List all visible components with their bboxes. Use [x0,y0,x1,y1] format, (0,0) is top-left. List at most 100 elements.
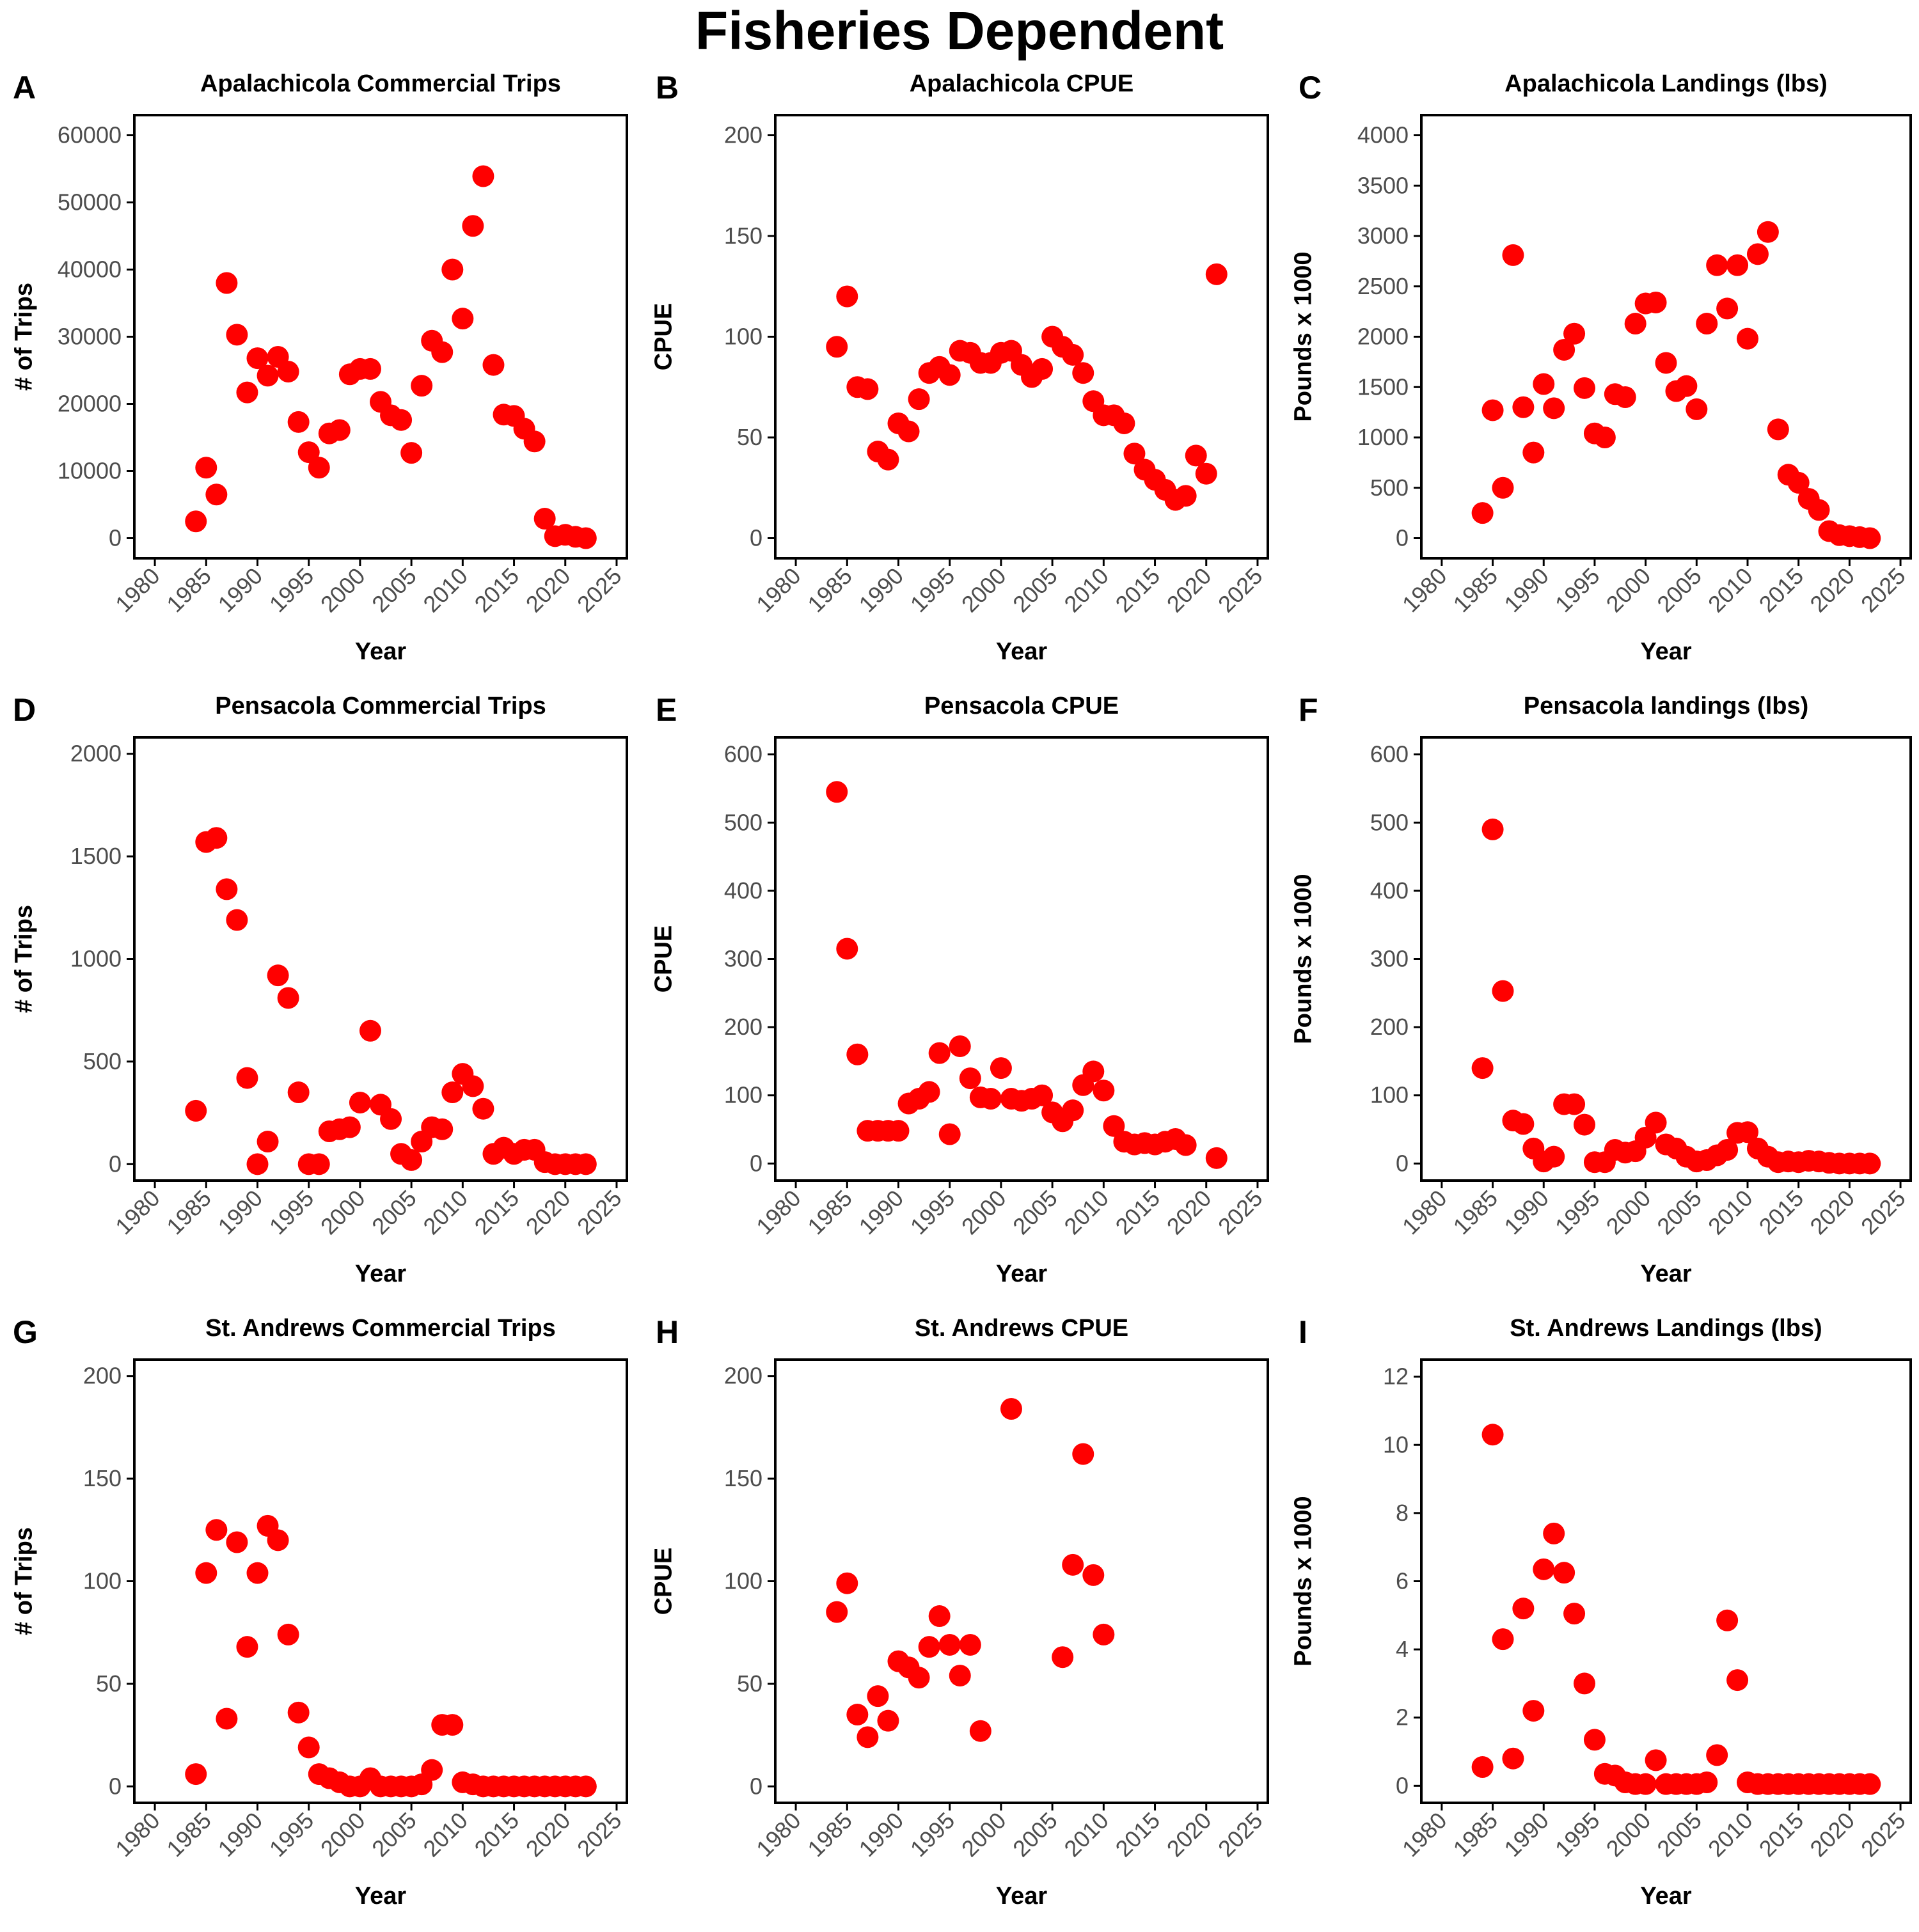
data-point [441,1081,464,1104]
data-point [1787,471,1810,494]
data-point [1062,1553,1084,1576]
y-tick-label: 6 [1396,1568,1409,1594]
data-point [236,1067,258,1089]
y-tick-label: 10 [1383,1431,1409,1457]
x-tick-label: 2020 [521,1185,576,1240]
data-point [1859,1152,1881,1175]
y-tick-label: 150 [724,1465,762,1491]
x-tick-label: 2020 [1804,563,1860,618]
data-point [246,1153,269,1175]
data-point [277,987,299,1009]
data-point [1808,499,1830,521]
x-tick-label: 2025 [1856,1807,1911,1862]
data-point [897,420,920,443]
y-tick-label: 0 [750,525,762,551]
chart-title: Pensacola CPUE [924,693,1119,719]
data-point [1512,1113,1535,1135]
data-point [226,1531,248,1553]
data-point [1205,263,1228,285]
x-tick-label: 2010 [1059,1185,1114,1240]
data-point [1757,221,1779,243]
data-point [205,827,228,849]
chart-panel-h: H St. Andrews CPUE CPUE Year 0 50 100 150 200 198… [640,1308,1279,1932]
y-tick-label: 50 [96,1670,122,1697]
x-tick-label: 1990 [213,1807,268,1862]
x-tick-label: 2015 [470,1185,525,1240]
x-axis-label: Year [354,1261,407,1287]
plot-frame [1420,736,1912,1182]
panel-letter: A [13,70,36,106]
data-point [308,457,330,479]
data-point [908,388,930,411]
data-point [1737,327,1758,350]
x-tick-label: 1990 [854,1807,909,1862]
data-point [1031,357,1054,380]
data-point [938,1123,961,1145]
data-point [1859,527,1881,549]
x-tick-label: 2000 [956,563,1011,618]
y-tick-label: 20000 [58,391,122,417]
x-tick-label: 2005 [1007,563,1062,618]
chart-title: Apalachicola Commercial Trips [200,70,561,97]
data-point [1645,291,1667,313]
x-axis-label: Year [995,638,1048,665]
data-point [1072,1443,1094,1465]
y-tick-label: 0 [1396,1772,1409,1798]
data-point [246,1562,269,1584]
data-point [1563,322,1586,345]
scatter-plot: 0100200300400500600198019851990199520002… [1370,736,1912,1240]
data-point [257,1131,279,1153]
x-tick-label: 2005 [1007,1807,1062,1862]
data-point [826,1601,848,1623]
data-point [1471,1057,1494,1080]
y-tick-label: 4 [1396,1636,1409,1662]
y-tick-label: 8 [1396,1500,1409,1526]
data-point [1471,1756,1494,1779]
data-point [267,1529,289,1551]
data-point [877,1709,899,1732]
data-point [462,215,484,237]
y-tick-label: 50000 [58,189,122,216]
x-tick-label: 2015 [1754,1807,1809,1862]
y-tick-label: 3500 [1357,172,1409,198]
data-point [1174,485,1197,507]
panel-letter: D [13,692,36,728]
y-tick-label: 300 [1370,946,1409,972]
y-tick-label: 0 [750,1150,762,1176]
x-tick-label: 2020 [1162,1185,1217,1240]
data-point [1522,441,1545,464]
x-tick-label: 2025 [572,563,627,618]
x-tick-label: 1990 [1499,563,1554,618]
chart-title: St. Andrews CPUE [914,1315,1129,1342]
x-tick-label: 1985 [1448,1185,1503,1240]
data-point [1093,1080,1115,1102]
x-tick-label: 1995 [1550,563,1605,618]
x-axis-label: Year [995,1261,1048,1287]
x-tick-label: 2000 [1601,563,1656,618]
scatter-plot: 0 50 100 150 200 1980198519901995200020052010… [724,1358,1269,1862]
data-point [1113,412,1135,434]
data-point [1686,398,1708,420]
data-point [918,1081,940,1103]
data-point [297,441,320,464]
data-point [287,411,310,433]
y-tick-label: 0 [1396,525,1409,551]
y-tick-label: 0 [109,1151,122,1177]
y-tick-label: 200 [724,1363,762,1389]
data-point [1634,1773,1657,1795]
y-tick-label: 150 [724,223,762,249]
chart-title: St. Andrews Commercial Trips [205,1315,556,1342]
y-tick-label: 30000 [58,324,122,350]
x-tick-label: 1990 [854,1185,909,1240]
scatter-plot: 0 50 100 150 200 1980198519901995200020052010… [83,1358,628,1862]
x-tick-label: 2025 [1856,1185,1911,1240]
x-tick-label: 2025 [1213,563,1268,618]
data-point [1614,386,1636,408]
data-point [1574,1113,1595,1136]
x-tick-label: 1980 [110,1185,165,1240]
x-tick-label: 1985 [161,1185,216,1240]
data-point [1093,1623,1115,1645]
x-tick-label: 2010 [1703,563,1758,618]
chart-title: Apalachicola CPUE [909,70,1134,97]
data-point [887,1120,910,1142]
